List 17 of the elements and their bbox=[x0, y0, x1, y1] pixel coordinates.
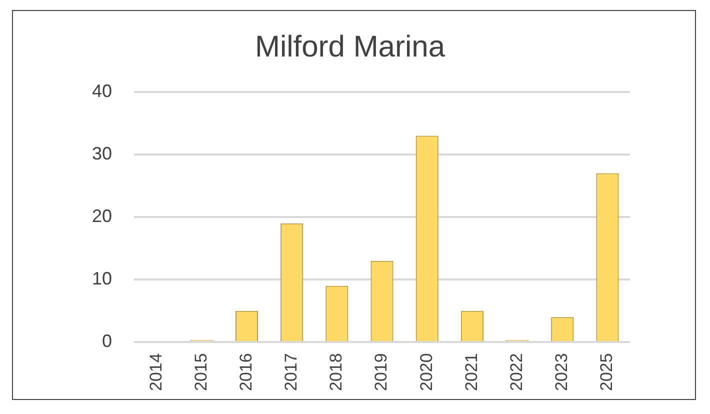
x-tick-label: 2020 bbox=[416, 353, 436, 392]
x-tick-label: 2019 bbox=[372, 353, 391, 392]
x-tick-label: 2021 bbox=[462, 353, 481, 392]
x-tick-label: 2016 bbox=[236, 353, 256, 392]
x-tick-label: 2022 bbox=[506, 353, 526, 392]
x-tick-label: 2023 bbox=[552, 353, 572, 392]
y-tick-label: 10 bbox=[92, 268, 112, 289]
chart-title: Milford Marina bbox=[254, 30, 446, 64]
x-tick-label: 2015 bbox=[191, 353, 210, 392]
y-tick-label: 30 bbox=[92, 144, 112, 164]
y-tick-label: 40 bbox=[92, 80, 112, 101]
x-tick-label: 2017 bbox=[282, 353, 301, 392]
x-tick-label: 2018 bbox=[326, 353, 346, 392]
y-tick-label: 20 bbox=[92, 206, 112, 226]
x-tick-label: 2014 bbox=[146, 353, 166, 392]
y-tick-label: 0 bbox=[102, 331, 112, 352]
x-tick-label: 2025 bbox=[597, 353, 616, 392]
